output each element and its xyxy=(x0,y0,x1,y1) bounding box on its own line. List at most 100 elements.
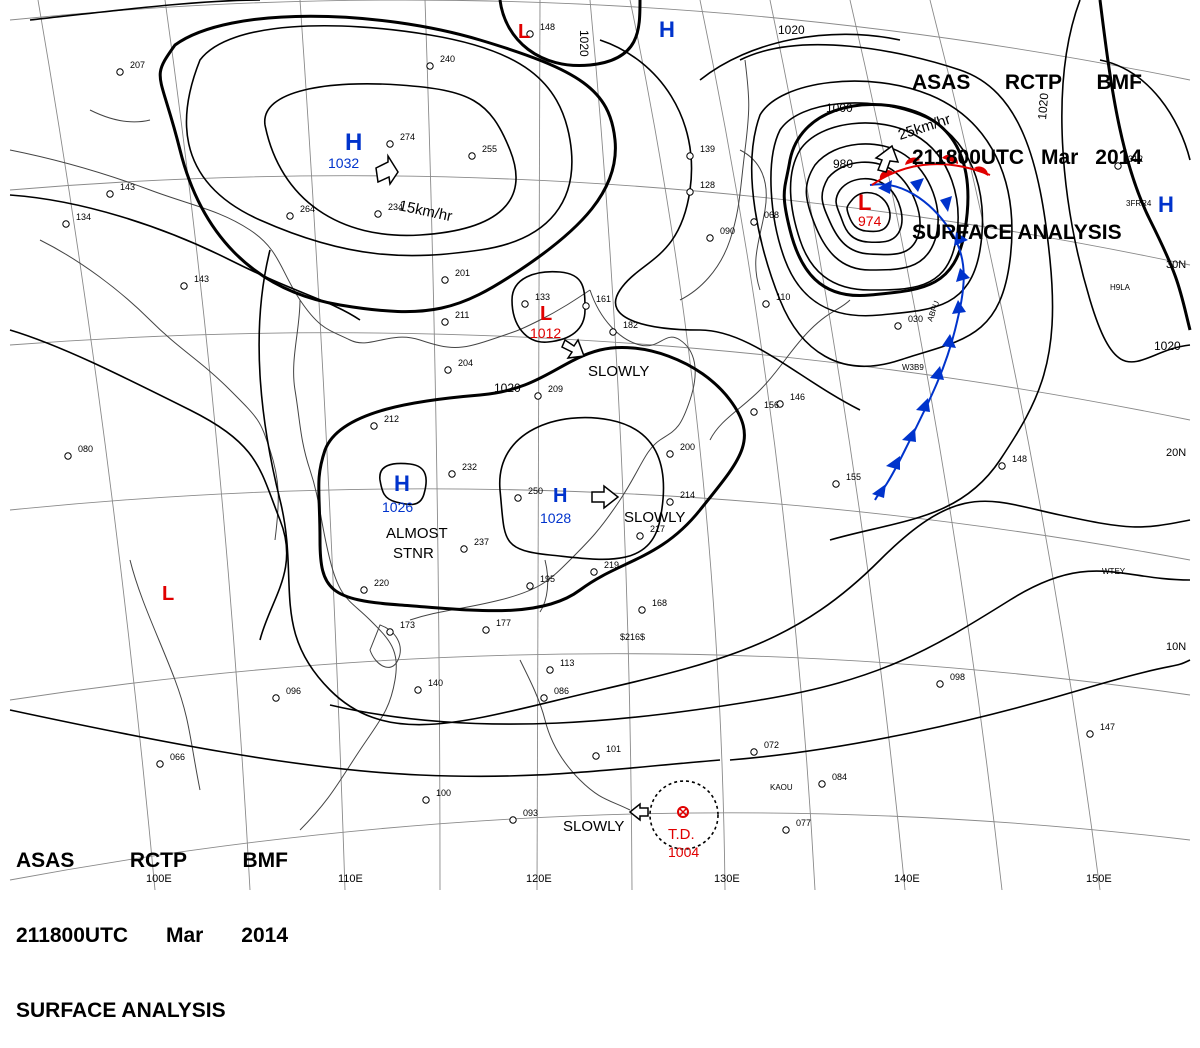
station-marker xyxy=(460,545,468,553)
low-974-symbol: L xyxy=(858,190,871,215)
isobar-label-1000: 1000 xyxy=(826,101,853,115)
station-value: 274 xyxy=(400,132,415,142)
station-value: 093 xyxy=(523,808,538,818)
stnr-label: STNR xyxy=(393,545,434,562)
high-1028-symbol: H xyxy=(553,485,567,507)
header-bottom-left: ASAS RCTP BMF 211800UTC Mar 2014 SURFACE… xyxy=(16,798,288,1048)
header-product: ASAS xyxy=(16,849,75,872)
station-extra: $216$ xyxy=(620,632,645,642)
station-value: 240 xyxy=(440,54,455,64)
station-marker xyxy=(998,462,1006,470)
station-marker xyxy=(180,282,188,290)
station-marker xyxy=(540,694,548,702)
station-marker xyxy=(106,190,114,198)
header-center: RCTP xyxy=(129,849,188,872)
station-marker xyxy=(636,532,644,540)
station-value: 077 xyxy=(796,818,811,828)
isobar-label-1020-east: 1020 xyxy=(1035,92,1051,120)
high-1028-value: 1028 xyxy=(540,510,571,526)
station-value: 133 xyxy=(535,292,550,302)
station-marker xyxy=(514,494,522,502)
station-marker xyxy=(609,328,617,336)
isobars xyxy=(9,0,1192,778)
station-marker xyxy=(582,302,590,310)
station-marker xyxy=(590,568,598,576)
station-value: 195 xyxy=(540,574,555,584)
low-1012-value: 1012 xyxy=(530,325,561,341)
station-marker xyxy=(441,318,449,326)
station-value: 143 xyxy=(194,274,209,284)
station-value: 207 xyxy=(130,60,145,70)
header-line-1: ASAS RCTP BMF xyxy=(912,70,1142,95)
station-value: 177 xyxy=(496,618,511,628)
station-marker xyxy=(374,210,382,218)
station-value: 110 xyxy=(776,292,790,302)
station-plots xyxy=(62,30,1122,834)
high-1026-symbol: H xyxy=(394,471,410,496)
station-marker xyxy=(521,300,529,308)
station-marker xyxy=(818,780,826,788)
surface-analysis-map: 1020 1020 1020 1020 1020 1000 980 110E 1… xyxy=(0,0,1200,900)
header-center: RCTP xyxy=(1004,71,1063,94)
td-label: T.D. xyxy=(668,826,695,843)
header-line-2: 211800UTC Mar 2014 xyxy=(16,923,288,948)
station-value: 237 xyxy=(474,537,489,547)
isobar-label-1020-ne: 1020 xyxy=(778,23,805,37)
station-marker xyxy=(116,68,124,76)
station-value: 066 xyxy=(170,752,185,762)
warm-front xyxy=(871,154,991,186)
station-id: 3FRR4 xyxy=(1126,199,1152,208)
td-pressure: 1004 xyxy=(668,844,699,860)
station-value: 139 xyxy=(700,144,715,154)
station-value: 161 xyxy=(596,294,611,304)
station-value: 128 xyxy=(700,180,715,190)
station-value: 068 xyxy=(764,210,779,220)
station-value: 212 xyxy=(384,414,399,424)
low-north-symbol: L xyxy=(518,21,530,43)
header-year: 2014 xyxy=(1095,146,1142,169)
header-line-3: SURFACE ANALYSIS xyxy=(912,220,1142,245)
station-marker xyxy=(686,188,694,196)
lon-label-150e: 150E xyxy=(1086,873,1112,885)
station-value: 264 xyxy=(300,204,315,214)
isobar-labels: 1020 1020 1020 1020 1020 1000 980 xyxy=(494,23,1181,395)
slowly-label-1012: SLOWLY xyxy=(588,363,649,380)
pressure-systems: H 1032 H 1026 H 1028 H H L 1012 L 974 L … xyxy=(162,17,1174,605)
station-value: 200 xyxy=(680,442,695,452)
map-background xyxy=(0,0,1200,900)
header-office: BMF xyxy=(242,849,289,872)
movement-arrows xyxy=(375,144,900,822)
station-value: 312 xyxy=(1128,154,1143,164)
station-marker xyxy=(422,796,430,804)
station-value: 148 xyxy=(540,22,555,32)
station-value: 211 xyxy=(455,310,469,320)
station-value: 234 xyxy=(388,202,403,212)
station-value: 204 xyxy=(458,358,473,368)
station-value: 098 xyxy=(950,672,965,682)
high-1032-value: 1032 xyxy=(328,155,359,171)
isobar-label-1020-right: 1020 xyxy=(1154,339,1181,353)
station-value: 214 xyxy=(680,490,695,500)
station-marker xyxy=(782,826,790,834)
header-title: SURFACE ANALYSIS xyxy=(912,221,1122,244)
lon-label-100e: 100E xyxy=(146,873,172,885)
station-id: WTEY xyxy=(1102,567,1126,576)
lat-label-10n: 10N xyxy=(1166,641,1186,653)
station-marker xyxy=(1086,730,1094,738)
station-value: 209 xyxy=(548,384,563,394)
station-marker xyxy=(426,62,434,70)
station-marker xyxy=(444,366,452,374)
td-symbol-icon xyxy=(677,806,689,818)
station-marker xyxy=(509,816,517,824)
low-1012-symbol: L xyxy=(540,303,552,325)
high-1032-symbol: H xyxy=(345,129,362,156)
station-marker xyxy=(666,450,674,458)
station-marker xyxy=(526,30,534,38)
station-value: 096 xyxy=(286,686,301,696)
station-value: 090 xyxy=(720,226,735,236)
station-marker xyxy=(592,752,600,760)
station-value: 220 xyxy=(374,578,389,588)
header-product: ASAS xyxy=(912,71,971,94)
station-marker xyxy=(762,300,770,308)
header-office: BMF xyxy=(1096,71,1143,94)
